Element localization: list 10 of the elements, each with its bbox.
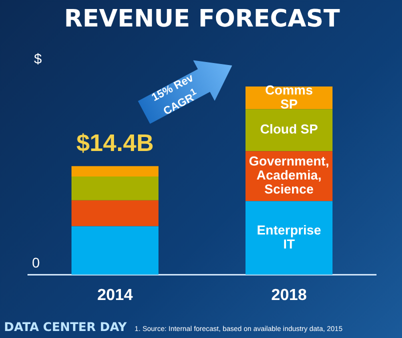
y-axis-title: $ bbox=[34, 50, 42, 67]
series-label: Cloud SP bbox=[260, 122, 318, 137]
series-label: Enterprise IT bbox=[256, 222, 322, 252]
text: DATA CENTER DAY bbox=[4, 320, 127, 334]
series-label: Comms SP bbox=[265, 82, 313, 112]
chart-title: REVENUE FORECAST bbox=[64, 4, 340, 33]
x-tick-label: 2014 bbox=[97, 286, 133, 304]
series-label: Government, Academia, Science bbox=[248, 154, 330, 197]
annotation: 0 bbox=[32, 254, 40, 271]
x-tick-label: 2018 bbox=[271, 286, 307, 304]
